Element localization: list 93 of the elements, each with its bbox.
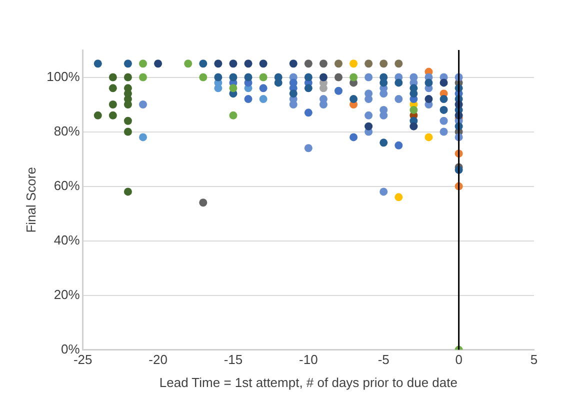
y-tick-label: 40%: [54, 232, 80, 248]
point: [244, 95, 252, 104]
y-axis-title: Final Score: [23, 167, 38, 233]
point: [139, 133, 148, 142]
point: [124, 128, 132, 136]
point: [424, 133, 433, 142]
point: [124, 60, 132, 68]
point: [334, 73, 342, 82]
y-tick-label: 100%: [46, 68, 80, 84]
point: [350, 60, 358, 68]
point: [380, 90, 388, 98]
point: [108, 73, 117, 82]
point: [364, 60, 373, 68]
point: [394, 141, 403, 150]
point: [94, 111, 102, 120]
x-tick-label: 5: [530, 352, 538, 368]
point: [108, 100, 117, 109]
point: [274, 78, 282, 87]
x-axis-title: Lead Time = 1st attempt, # of days prior to due date: [159, 374, 458, 390]
point: [259, 73, 268, 82]
point: [124, 100, 132, 109]
point: [108, 111, 117, 120]
point: [244, 60, 252, 68]
point: [94, 60, 102, 68]
point: [350, 133, 358, 142]
point: [319, 73, 328, 82]
x-tick-label: -15: [224, 352, 243, 368]
point: [380, 78, 388, 87]
point: [139, 100, 148, 109]
point: [410, 122, 418, 130]
point: [440, 106, 448, 114]
point: [424, 95, 433, 104]
point: [334, 60, 342, 68]
point: [214, 73, 222, 82]
point: [394, 60, 403, 68]
point: [199, 60, 208, 68]
point: [304, 73, 312, 82]
point: [259, 95, 268, 104]
point: [229, 60, 238, 68]
point: [394, 193, 403, 202]
point: [289, 60, 298, 68]
point: [304, 144, 312, 152]
point: [410, 90, 418, 98]
point: [440, 95, 448, 104]
point: [319, 60, 328, 68]
point: [350, 95, 358, 104]
point: [199, 198, 208, 207]
x-tick-label: -10: [299, 352, 318, 368]
x-tick-label: -20: [148, 352, 168, 368]
point: [124, 73, 132, 82]
point: [184, 60, 192, 68]
y-tick-label: 60%: [54, 178, 80, 193]
x-tick-label: -5: [378, 352, 390, 368]
y-tick-label: 80%: [54, 123, 80, 138]
point: [394, 78, 403, 87]
point: [380, 188, 388, 196]
point: [410, 106, 418, 114]
point: [259, 60, 268, 68]
point: [319, 100, 328, 109]
point: [364, 73, 373, 82]
point: [229, 84, 238, 92]
point: [350, 73, 358, 82]
point: [199, 73, 208, 82]
point: [364, 122, 373, 130]
point: [304, 108, 312, 117]
point: [380, 138, 388, 147]
point: [139, 73, 148, 82]
point: [440, 116, 448, 125]
point: [289, 90, 298, 98]
point: [229, 73, 238, 82]
point: [229, 111, 238, 120]
point: [259, 84, 268, 92]
y-tick-label: 20%: [54, 286, 80, 302]
point: [440, 128, 448, 136]
point: [364, 95, 373, 104]
point: [424, 78, 433, 87]
point: [124, 188, 132, 196]
point: [304, 84, 312, 92]
point: [214, 60, 222, 68]
point: [244, 73, 252, 82]
point: [139, 60, 148, 68]
point: [304, 60, 312, 68]
point: [124, 116, 132, 125]
point: [289, 100, 298, 109]
point: [334, 86, 342, 95]
point: [154, 60, 162, 68]
point: [380, 60, 388, 68]
x-tick-label: 0: [455, 352, 462, 368]
point: [394, 95, 403, 104]
point: [440, 78, 448, 87]
point: [364, 111, 373, 120]
point: [214, 84, 222, 92]
point: [108, 84, 117, 92]
